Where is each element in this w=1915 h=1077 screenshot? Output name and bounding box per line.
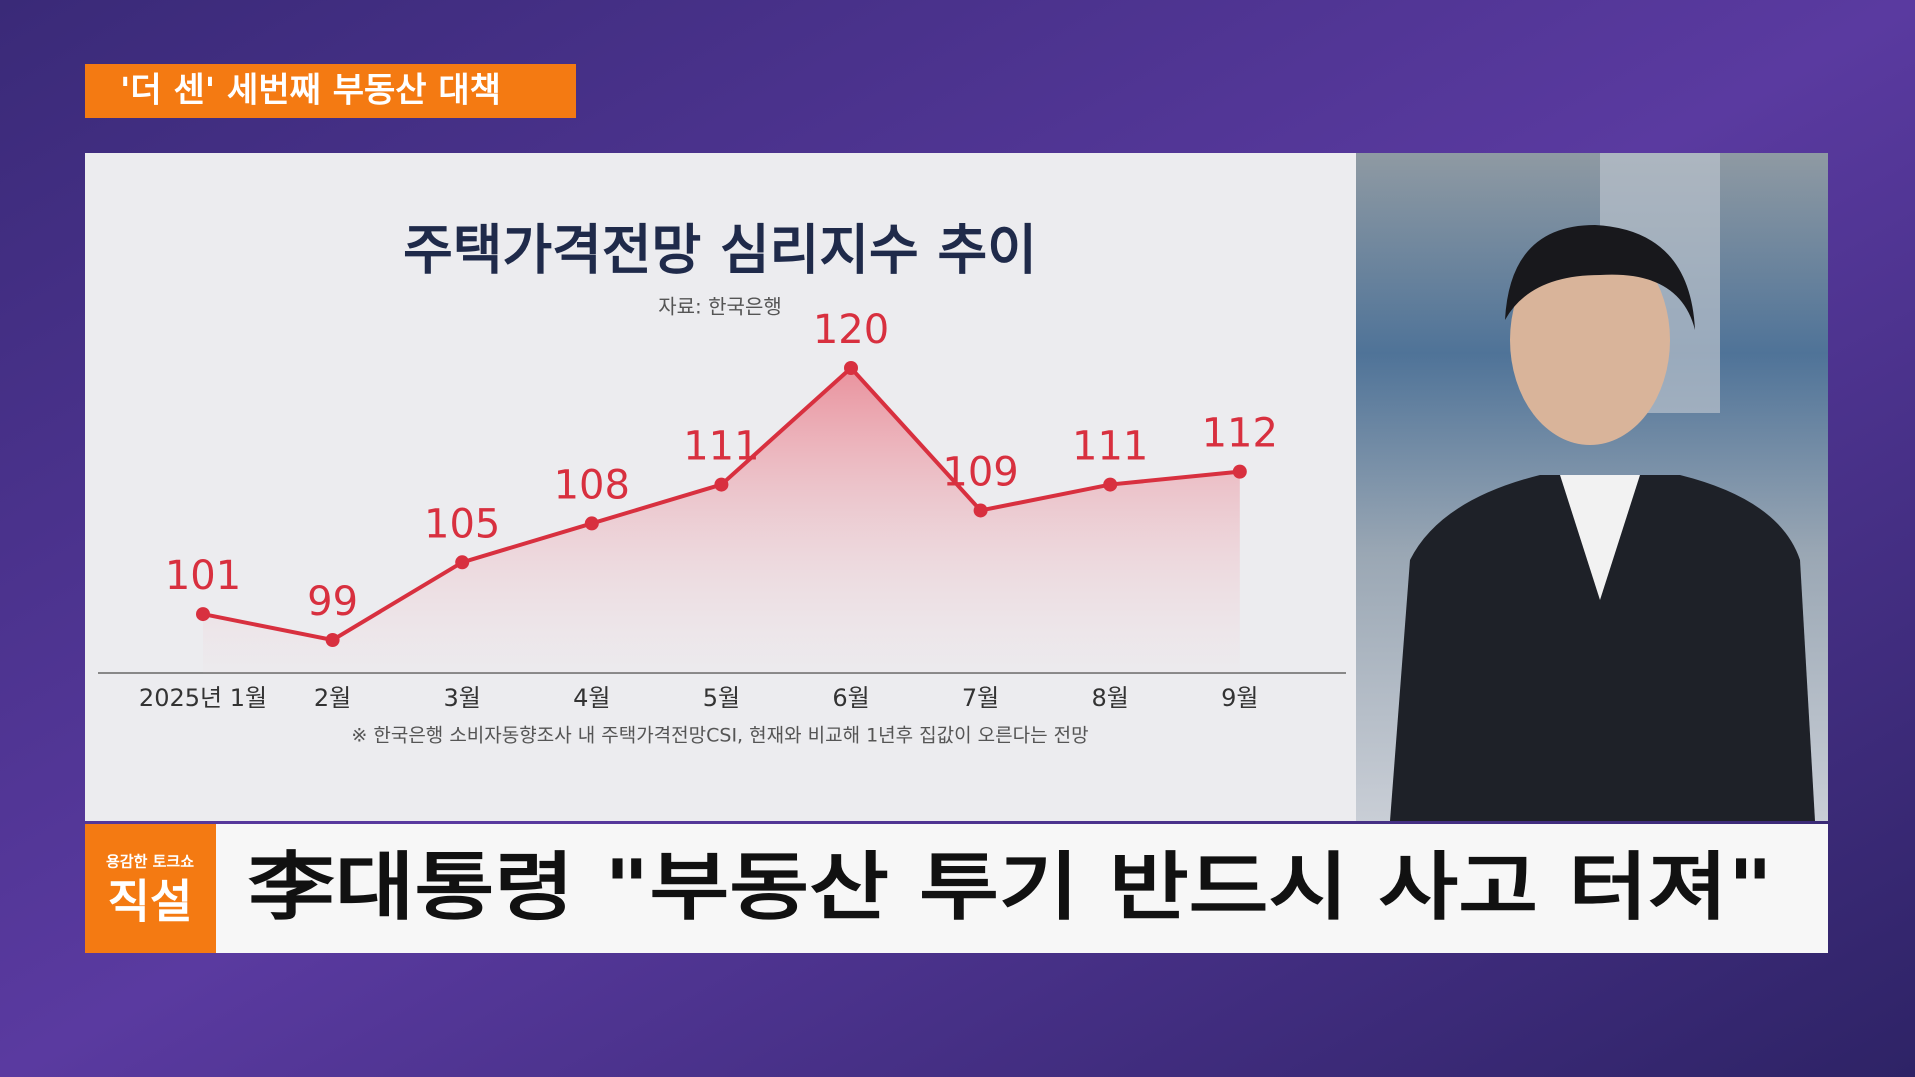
value-label: 112 — [1202, 411, 1278, 457]
x-tick-label: 7월 — [962, 684, 999, 712]
headline-bar — [85, 824, 1828, 953]
person-shirt — [1560, 475, 1640, 600]
value-label: 111 — [1072, 424, 1148, 470]
value-label: 111 — [683, 424, 759, 470]
point — [196, 607, 210, 622]
x-tick-label: 3월 — [444, 684, 481, 712]
value-label: 109 — [942, 449, 1018, 495]
point — [1103, 477, 1118, 492]
x-tick-label: 9월 — [1221, 684, 1258, 712]
x-tick-label: 2월 — [314, 684, 351, 712]
point — [584, 516, 599, 531]
logo-big: 직설 — [108, 875, 193, 929]
point — [1232, 464, 1247, 479]
chart-note: ※ 한국은행 소비자동향조사 내 주택가격전망CSI, 현재와 비교해 1년후 … — [351, 725, 1088, 747]
value-label: 120 — [813, 307, 889, 353]
point — [973, 503, 988, 518]
point — [714, 477, 729, 492]
point — [844, 361, 858, 375]
logo-box — [85, 824, 216, 953]
x-tick-label: 2025년 1월 — [139, 684, 267, 712]
x-tick-label: 5월 — [703, 684, 740, 712]
point — [455, 555, 470, 570]
value-label: 101 — [165, 553, 241, 599]
x-tick-label: 8월 — [1092, 684, 1129, 712]
value-label: 105 — [424, 501, 500, 547]
value-label: 108 — [554, 462, 630, 508]
area — [203, 368, 1240, 673]
x-tick-label: 4월 — [573, 684, 610, 712]
headline: 李대통령 "부동산 투기 반드시 사고 터져" — [248, 845, 1773, 931]
x-tick-label: 6월 — [832, 684, 869, 712]
person-face — [1510, 235, 1670, 445]
tag-text: '더 센' 세번째 부동산 대책 — [120, 71, 501, 111]
chart-subtitle: 자료: 한국은행 — [658, 295, 782, 319]
point — [325, 633, 340, 647]
value-label: 99 — [307, 579, 358, 625]
tag-box — [85, 64, 576, 118]
logo-small: 용감한 토크쇼 — [106, 853, 194, 871]
chart-title: 주택가격전망 심리지수 추이 — [403, 219, 1037, 282]
person-hair — [1505, 225, 1695, 330]
person-suit — [1390, 475, 1815, 821]
video-feed — [1356, 153, 1828, 821]
